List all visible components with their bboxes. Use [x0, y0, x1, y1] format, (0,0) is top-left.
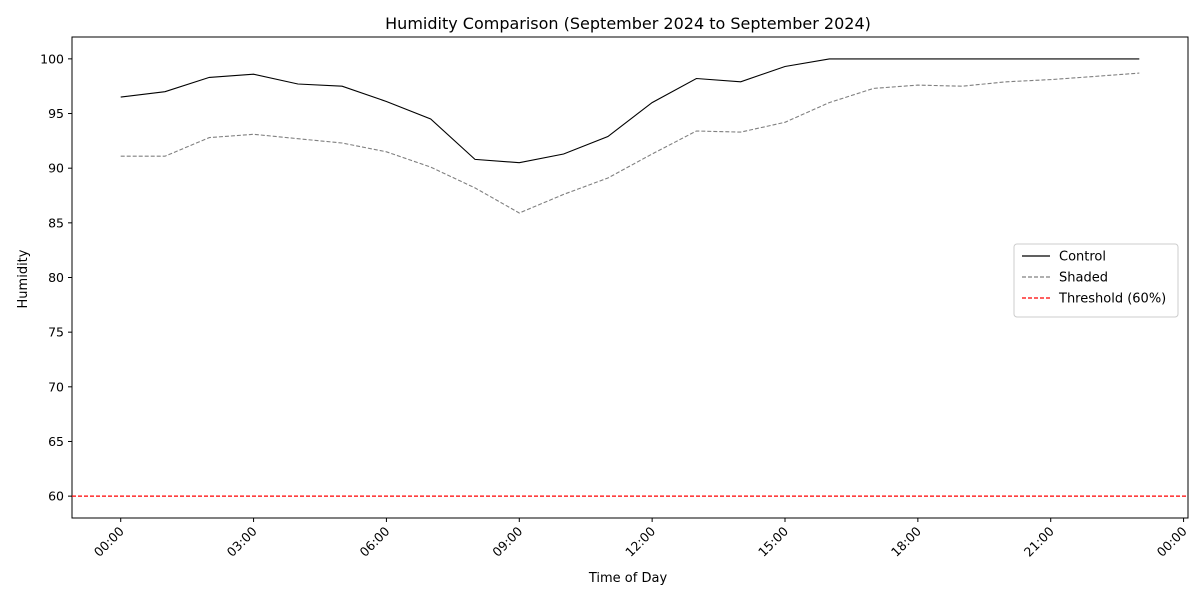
x-tick-label: 12:00 — [622, 523, 658, 559]
series-line-control — [120, 58, 1140, 164]
y-tick-label: 60 — [48, 489, 64, 504]
y-axis-label: Humidity — [16, 249, 31, 308]
x-tick-label: 21:00 — [1021, 523, 1057, 559]
y-tick-label: 75 — [48, 325, 64, 340]
y-tick-label: 80 — [48, 270, 64, 285]
x-tick-label: 00:00 — [1154, 523, 1190, 559]
x-tick-label: 00:00 — [91, 523, 127, 559]
chart-title: Humidity Comparison (September 2024 to S… — [385, 14, 871, 33]
y-tick-label: 95 — [48, 106, 64, 121]
y-tick-label: 90 — [48, 161, 64, 176]
x-axis: 00:00 03:00 06:00 09:00 12:00 15:00 18:00 21:00… — [91, 518, 1190, 560]
y-tick-label: 85 — [48, 215, 64, 230]
series-line-shaded — [120, 72, 1140, 214]
legend-label: Threshold (60%) — [1058, 292, 1166, 307]
legend: Control Shaded Threshold (60%) — [1013, 243, 1179, 318]
y-tick-label: 65 — [48, 434, 64, 449]
x-axis-label: Time of Day — [588, 571, 668, 586]
y-axis: 60 65 70 75 80 85 90 95 100 — [40, 51, 72, 504]
legend-label: Shaded — [1059, 271, 1108, 286]
x-tick-label: 15:00 — [755, 523, 791, 559]
x-tick-label: 18:00 — [888, 523, 924, 559]
y-tick-label: 70 — [48, 379, 64, 394]
x-tick-label: 09:00 — [489, 523, 525, 559]
legend-label: Control — [1059, 250, 1106, 265]
legend-box — [1013, 243, 1179, 318]
x-tick-label: 06:00 — [356, 523, 392, 559]
y-tick-label: 100 — [40, 51, 64, 66]
x-tick-label: 03:00 — [224, 523, 260, 559]
